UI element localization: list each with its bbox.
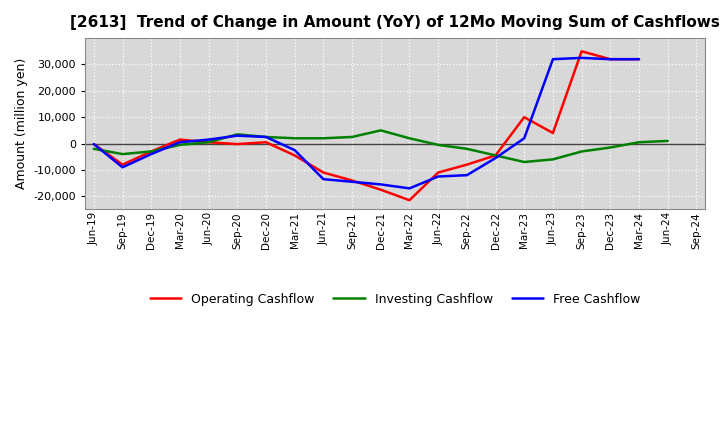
- Free Cashflow: [635, 57, 644, 62]
- Investing Cashflow: [577, 149, 586, 154]
- Free Cashflow: [147, 151, 156, 157]
- Operating Cashflow: [233, 141, 242, 147]
- Free Cashflow: [89, 141, 98, 147]
- Free Cashflow: [549, 57, 557, 62]
- Investing Cashflow: [606, 145, 615, 150]
- Line: Free Cashflow: Free Cashflow: [94, 58, 639, 188]
- Operating Cashflow: [520, 114, 528, 120]
- Investing Cashflow: [635, 139, 644, 145]
- Operating Cashflow: [462, 162, 471, 167]
- Investing Cashflow: [377, 128, 385, 133]
- Investing Cashflow: [319, 136, 328, 141]
- Free Cashflow: [204, 137, 213, 142]
- Operating Cashflow: [377, 187, 385, 192]
- Free Cashflow: [606, 57, 615, 62]
- Line: Investing Cashflow: Investing Cashflow: [94, 130, 667, 162]
- Operating Cashflow: [147, 149, 156, 154]
- Investing Cashflow: [663, 138, 672, 143]
- Operating Cashflow: [549, 130, 557, 136]
- Investing Cashflow: [233, 132, 242, 137]
- Investing Cashflow: [520, 159, 528, 165]
- Investing Cashflow: [462, 146, 471, 151]
- Investing Cashflow: [405, 136, 414, 141]
- Investing Cashflow: [204, 139, 213, 145]
- Free Cashflow: [462, 172, 471, 178]
- Operating Cashflow: [405, 198, 414, 203]
- Operating Cashflow: [319, 170, 328, 175]
- Investing Cashflow: [290, 136, 299, 141]
- Free Cashflow: [118, 165, 127, 170]
- Investing Cashflow: [348, 134, 356, 139]
- Free Cashflow: [233, 133, 242, 138]
- Investing Cashflow: [261, 134, 270, 139]
- Free Cashflow: [434, 174, 443, 179]
- Operating Cashflow: [176, 137, 184, 142]
- Investing Cashflow: [89, 146, 98, 151]
- Free Cashflow: [491, 155, 500, 161]
- Operating Cashflow: [606, 57, 615, 62]
- Operating Cashflow: [577, 49, 586, 54]
- Free Cashflow: [176, 139, 184, 145]
- Operating Cashflow: [118, 162, 127, 167]
- Y-axis label: Amount (million yen): Amount (million yen): [15, 58, 28, 189]
- Line: Operating Cashflow: Operating Cashflow: [94, 51, 639, 200]
- Operating Cashflow: [434, 170, 443, 175]
- Operating Cashflow: [290, 153, 299, 158]
- Investing Cashflow: [176, 142, 184, 147]
- Free Cashflow: [261, 134, 270, 139]
- Legend: Operating Cashflow, Investing Cashflow, Free Cashflow: Operating Cashflow, Investing Cashflow, …: [145, 288, 645, 311]
- Free Cashflow: [405, 186, 414, 191]
- Operating Cashflow: [261, 139, 270, 145]
- Investing Cashflow: [434, 142, 443, 147]
- Investing Cashflow: [118, 151, 127, 157]
- Operating Cashflow: [89, 141, 98, 147]
- Operating Cashflow: [348, 178, 356, 183]
- Operating Cashflow: [491, 153, 500, 158]
- Operating Cashflow: [635, 57, 644, 62]
- Free Cashflow: [377, 182, 385, 187]
- Investing Cashflow: [491, 153, 500, 158]
- Investing Cashflow: [549, 157, 557, 162]
- Investing Cashflow: [147, 149, 156, 154]
- Free Cashflow: [520, 136, 528, 141]
- Free Cashflow: [348, 179, 356, 184]
- Free Cashflow: [290, 147, 299, 153]
- Free Cashflow: [577, 55, 586, 61]
- Title: [2613]  Trend of Change in Amount (YoY) of 12Mo Moving Sum of Cashflows: [2613] Trend of Change in Amount (YoY) o…: [70, 15, 720, 30]
- Free Cashflow: [319, 176, 328, 182]
- Operating Cashflow: [204, 139, 213, 145]
